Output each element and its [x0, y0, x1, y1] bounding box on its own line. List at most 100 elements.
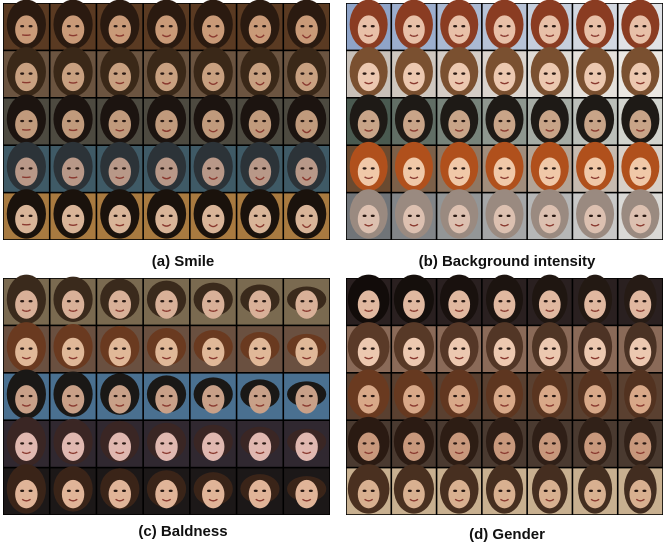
face: [584, 158, 606, 186]
face-image: [392, 417, 436, 467]
face-image: [392, 142, 436, 192]
eye: [453, 395, 457, 397]
eye: [254, 72, 258, 74]
face: [584, 63, 606, 91]
eye: [67, 72, 71, 74]
eye: [169, 25, 173, 27]
face-image: [237, 468, 282, 514]
face: [358, 110, 380, 138]
face: [15, 205, 37, 233]
eye: [215, 167, 219, 169]
eye: [20, 72, 24, 74]
eye: [642, 167, 646, 169]
eye: [589, 120, 593, 122]
face: [155, 385, 177, 413]
face: [15, 63, 37, 91]
face-image: [483, 417, 527, 467]
eye: [75, 215, 79, 217]
eye: [20, 490, 24, 492]
face-image: [97, 279, 142, 325]
face: [109, 385, 131, 413]
face: [202, 63, 224, 91]
eye: [507, 395, 511, 397]
eye: [544, 395, 548, 397]
eye: [416, 167, 420, 169]
face-image: [437, 47, 481, 97]
eye: [122, 347, 126, 349]
eye: [371, 167, 375, 169]
eye: [634, 25, 638, 27]
face: [109, 15, 131, 43]
face: [249, 15, 271, 43]
face-image: [619, 142, 663, 192]
caption: (b) Background intensity: [419, 253, 596, 270]
face-image: [437, 464, 481, 514]
face-image: [144, 142, 189, 192]
eye: [254, 25, 258, 27]
face: [539, 290, 561, 318]
eye: [262, 490, 266, 492]
eye: [408, 215, 412, 217]
face-image: [619, 0, 663, 50]
eye: [408, 25, 412, 27]
face: [15, 480, 37, 508]
eye: [552, 215, 556, 217]
face-image: [347, 369, 391, 419]
face-image: [51, 466, 96, 514]
eye: [300, 72, 304, 74]
eye: [597, 25, 601, 27]
face: [358, 433, 380, 461]
eye: [408, 72, 412, 74]
eye: [589, 490, 593, 492]
eye: [453, 300, 457, 302]
face-image: [284, 326, 329, 372]
eye: [634, 72, 638, 74]
eye: [544, 347, 548, 349]
face: [448, 110, 470, 138]
face-image: [97, 189, 142, 239]
face-image: [97, 47, 142, 97]
face-image: [4, 142, 49, 192]
face: [295, 480, 317, 508]
face: [629, 205, 651, 233]
eye: [597, 120, 601, 122]
eye: [408, 395, 412, 397]
eye: [498, 395, 502, 397]
eye: [254, 490, 258, 492]
face-image: [4, 369, 49, 419]
face-image: [284, 468, 329, 514]
face: [62, 385, 84, 413]
face: [629, 480, 651, 508]
face: [109, 338, 131, 366]
face: [155, 433, 177, 461]
face: [539, 158, 561, 186]
eye: [20, 442, 24, 444]
eye: [552, 167, 556, 169]
eye: [408, 120, 412, 122]
eye: [498, 120, 502, 122]
face-image: [51, 0, 96, 50]
caption: (d) Gender: [469, 526, 545, 543]
eye: [371, 72, 375, 74]
face: [629, 158, 651, 186]
face-image: [483, 0, 527, 50]
face: [295, 15, 317, 43]
eye: [507, 25, 511, 27]
face-image: [4, 0, 49, 50]
eye: [169, 490, 173, 492]
face: [155, 480, 177, 508]
eye: [453, 167, 457, 169]
face-image: [528, 275, 572, 325]
eye: [215, 395, 219, 397]
eye: [75, 120, 79, 122]
eye: [67, 442, 71, 444]
eye: [169, 300, 173, 302]
face-image: [528, 464, 572, 514]
eye: [634, 215, 638, 217]
eye: [29, 120, 33, 122]
face-image: [573, 47, 617, 97]
eye: [309, 167, 313, 169]
eye: [207, 72, 211, 74]
eye: [634, 395, 638, 397]
eye: [461, 120, 465, 122]
